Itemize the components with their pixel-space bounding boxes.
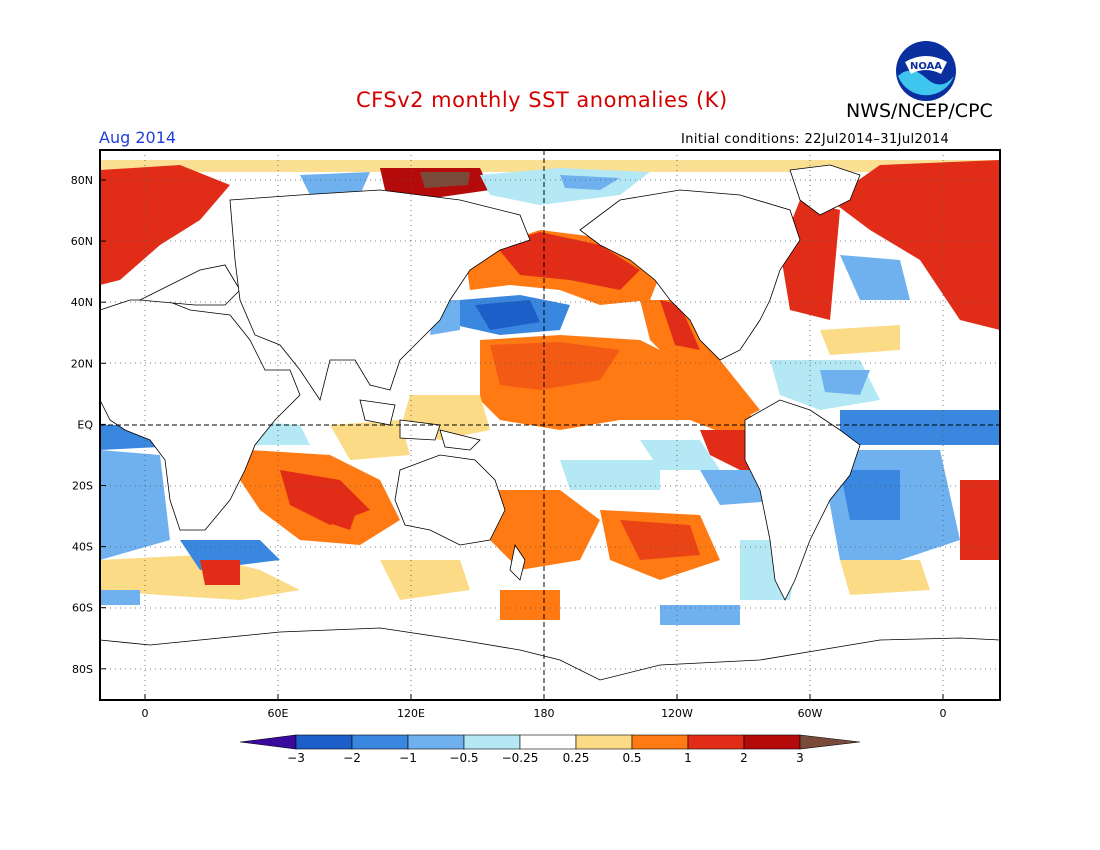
colorbar-label: 0.25 [563, 751, 590, 765]
lat-tick-label: 40N [71, 296, 93, 309]
colorbar: −3 −2 −1 −0.5 −0.25 0.25 0.5 1 2 3 [239, 734, 861, 765]
colorbar-label: −1 [399, 751, 417, 765]
colorbar-label: 2 [740, 751, 748, 765]
lat-tick-label: 60N [71, 235, 93, 248]
colorbar-segment [463, 734, 521, 750]
colorbar-segment [687, 734, 745, 750]
month-label: Aug 2014 [99, 128, 177, 147]
lon-tick-label: 120E [397, 707, 425, 720]
lat-tick-label: 60S [72, 602, 93, 615]
map-field [100, 150, 1000, 700]
initial-conditions-label: Initial conditions: 22Jul2014–31Jul2014 [681, 132, 950, 147]
lon-tick-label: 60E [268, 707, 289, 720]
lat-tick-label: 20S [72, 480, 93, 493]
lat-tick-label: 20N [71, 357, 93, 370]
colorbar-segment [239, 734, 297, 750]
longitude-axis: 0 60E 120E 180 120W 60W 0 [142, 694, 947, 720]
colorbar-segment [519, 734, 577, 750]
lat-tick-label: EQ [77, 418, 93, 431]
colorbar-segment [743, 734, 801, 750]
colorbar-segment [575, 734, 633, 750]
equator-dateline [100, 150, 1000, 700]
colorbar-segment [631, 734, 689, 750]
colorbar-label: −0.25 [502, 751, 539, 765]
continents [100, 164, 1000, 700]
map-frame [99, 149, 1001, 701]
lon-tick-label: 120W [661, 707, 693, 720]
map-title: CFSv2 monthly SST anomalies (K) [356, 88, 728, 112]
lon-tick-label: 60W [798, 707, 823, 720]
noaa-logo-icon: NOAA [896, 41, 956, 101]
colorbar-label: 0.5 [622, 751, 641, 765]
lat-tick-label: 80S [72, 663, 93, 676]
lon-tick-label: 180 [534, 707, 555, 720]
colorbar-segment [407, 734, 465, 750]
lat-tick-label: 80N [71, 174, 93, 187]
noaa-logo-text: NOAA [910, 61, 942, 72]
lon-tick-label: 0 [940, 707, 947, 720]
lat-tick-label: 40S [72, 541, 93, 554]
colorbar-label: −2 [343, 751, 361, 765]
colorbar-segment [799, 734, 861, 750]
colorbar-segment [295, 734, 353, 750]
colorbar-label: 1 [684, 751, 692, 765]
latitude-axis: 80N 60N 40N 20N EQ 20S 40S 60S 80S [71, 174, 94, 676]
lon-tick-label: 0 [142, 707, 149, 720]
colorbar-label: −3 [287, 751, 305, 765]
colorbar-label: 3 [796, 751, 804, 765]
colorbar-segment [351, 734, 409, 750]
colorbar-label: −0.5 [449, 751, 478, 765]
organization-label: NWS/NCEP/CPC [846, 100, 993, 122]
